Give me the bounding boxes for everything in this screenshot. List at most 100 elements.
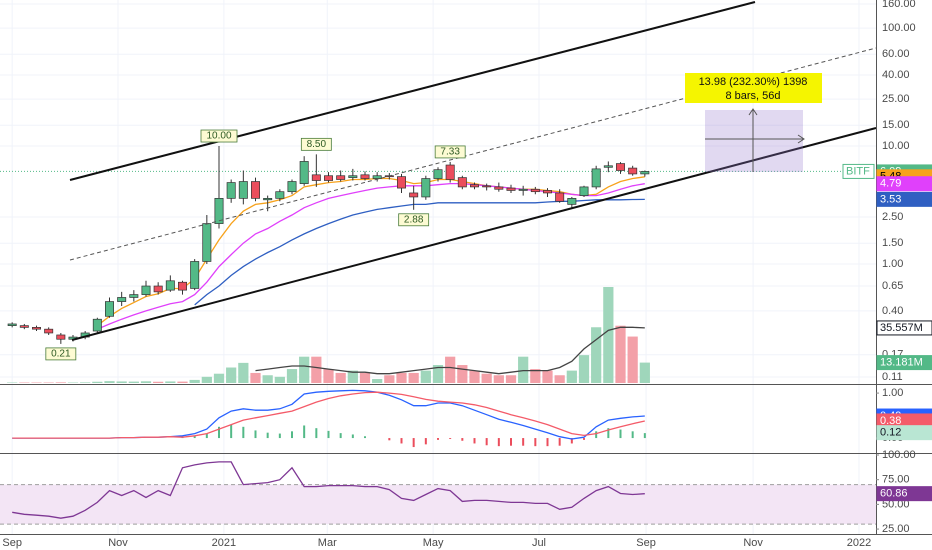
candle-body (372, 175, 382, 179)
candle-body (616, 163, 625, 171)
y-tick-label: 1.00 (882, 258, 903, 270)
extreme-label: 7.33 (440, 147, 460, 158)
volume-bar (420, 370, 431, 383)
y-tick-label: 100.00 (882, 449, 916, 461)
volume-bar (591, 327, 602, 383)
candle-body (470, 184, 479, 188)
candle-body (178, 281, 187, 291)
histogram-bar (619, 429, 622, 439)
volume-bar (177, 381, 188, 383)
volume-bar (554, 375, 565, 383)
volume-bar (627, 336, 638, 383)
histogram-bar (193, 435, 196, 439)
volume-bar (299, 356, 310, 383)
volume-bar (384, 375, 395, 383)
x-tick-label: Nov (108, 537, 128, 549)
candle-body (628, 167, 638, 175)
candle-body (421, 178, 431, 198)
price-tag-label: 0.38 (880, 415, 901, 427)
volume-bar (335, 372, 346, 383)
x-tick-label: Sep (2, 537, 22, 549)
candle-body (263, 198, 273, 201)
x-tick-label: Nov (743, 537, 763, 549)
volume-bar (566, 370, 577, 383)
y-tick-label: 50.00 (882, 498, 910, 510)
volume-bar (359, 372, 371, 383)
price-tag-label: 13.181M (880, 356, 923, 368)
volume-bar (165, 381, 176, 383)
volume-bar (311, 356, 322, 383)
x-tick-label: 2022 (847, 537, 871, 549)
candle-body (287, 181, 297, 193)
y-tick-label: 25.00 (882, 523, 910, 535)
histogram-bar (278, 433, 281, 439)
candle-body (92, 318, 102, 332)
volume-bar (92, 381, 103, 383)
candle-body (44, 328, 54, 334)
x-tick-label: Jul (532, 537, 546, 549)
histogram-bar (558, 438, 561, 446)
histogram-bar (449, 438, 452, 439)
candle-body (190, 261, 200, 289)
y-tick-label: 0.65 (882, 280, 903, 292)
volume-bar (323, 369, 334, 383)
measure-label-box (685, 73, 822, 103)
price-tag (876, 176, 932, 192)
volume-bar (372, 378, 383, 383)
y-tick-label: 25.00 (882, 93, 910, 105)
candle-body (226, 182, 236, 199)
histogram-bar (485, 438, 488, 446)
histogram-bar (583, 438, 585, 440)
extreme-label: 8.50 (307, 139, 327, 150)
price-tag (876, 320, 932, 336)
indicator-line (97, 182, 645, 330)
drawings-layer: 13.98 (232.30%) 1398 8 bars, 56d 10.00 8.… (45, 1, 877, 361)
measure-change: 13.98 (232.30%) 1398 (699, 76, 808, 88)
trend-line[interactable] (69, 1, 756, 181)
volume-bar (128, 381, 139, 383)
candle-body (506, 187, 516, 191)
histogram-bar (522, 438, 525, 446)
volume-bar (262, 375, 273, 383)
candle-body (360, 174, 370, 179)
measure-box[interactable] (705, 110, 803, 172)
volume-bar (55, 382, 66, 383)
volume-bar (457, 365, 468, 383)
candle-body (311, 174, 321, 181)
y-tick-label: 160.00 (882, 0, 916, 10)
symbol-box (842, 163, 875, 179)
histogram-bar (242, 426, 245, 439)
volume-bar (396, 372, 407, 383)
trend-line[interactable] (71, 127, 877, 341)
volume-bar (347, 370, 358, 383)
volume-bar (226, 367, 237, 383)
histogram-bar (254, 430, 257, 439)
candle-body (567, 198, 577, 205)
candle-body (117, 297, 127, 302)
histogram-bar (291, 431, 293, 439)
candle-body (433, 169, 443, 179)
volume-bar (615, 325, 626, 383)
extreme-label-box (200, 129, 238, 143)
x-tick-label: 2021 (212, 537, 236, 549)
histogram-bar (473, 438, 476, 444)
candle-body (214, 198, 224, 224)
candle-body (165, 280, 175, 291)
candle-body (494, 186, 504, 190)
candle-body (397, 176, 406, 189)
volume-bar (432, 365, 444, 383)
y-tick-label: 1.00 (882, 387, 903, 399)
measure-span: 8 bars, 56d (725, 90, 780, 102)
histogram-bar (303, 425, 306, 439)
candle-body (105, 301, 114, 317)
candle-body (555, 192, 565, 202)
y-tick-label: 75.00 (882, 474, 910, 486)
extreme-label: 10.00 (206, 131, 231, 142)
volume-bar (530, 369, 541, 383)
histogram-bar (631, 431, 634, 439)
candle-body (409, 192, 419, 198)
histogram-bar (497, 438, 500, 447)
indicator-line (255, 326, 645, 375)
extreme-label-box (398, 213, 430, 227)
y-tick-label: 100.00 (882, 22, 916, 34)
